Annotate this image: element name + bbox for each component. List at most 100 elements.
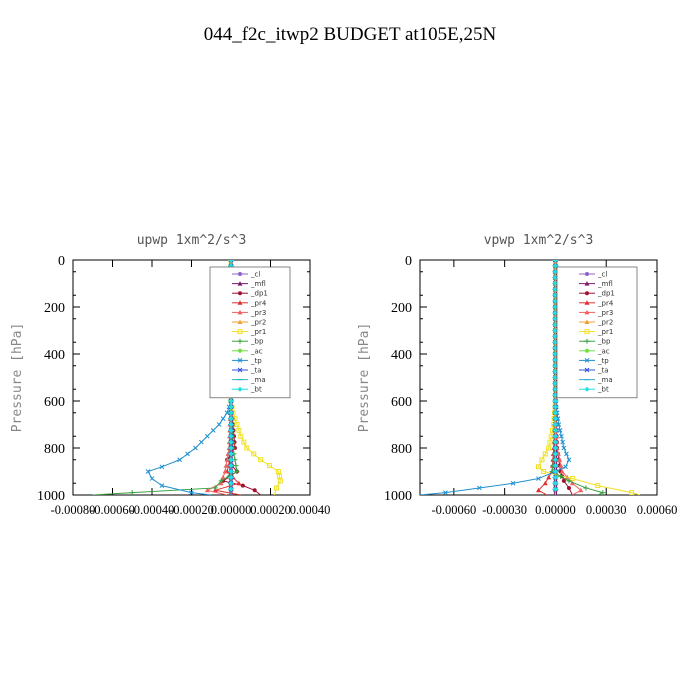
series-marker-tp — [149, 476, 155, 481]
series-marker-tp — [556, 422, 562, 427]
series-marker-bt — [228, 427, 234, 433]
y-tick-label: 1000 — [384, 489, 412, 504]
series-marker-bt — [552, 398, 558, 404]
series-marker-tp — [560, 439, 565, 445]
series-marker-bt — [228, 463, 234, 469]
series-marker-pr3 — [559, 469, 565, 474]
series-marker-pr1 — [238, 433, 244, 439]
x-tick-label: 0.00020 — [250, 503, 291, 517]
series-marker-tp — [159, 483, 165, 488]
series-marker-bp — [212, 485, 218, 491]
series-marker-pr1 — [277, 478, 283, 484]
series-marker-pr1 — [267, 463, 273, 469]
series-marker-pr1 — [595, 483, 601, 489]
series-marker-bt — [552, 474, 558, 480]
series-marker-pr1 — [546, 445, 552, 451]
series-marker-tp — [561, 445, 567, 451]
panels-group: upwp 1xm^2/s^3 Pressure [hPa] 0 200 400 600 80… — [10, 233, 677, 517]
legend-marker — [585, 272, 589, 276]
series-marker-tp — [210, 428, 216, 433]
series-marker-pr1 — [251, 451, 257, 457]
series-marker-pr3 — [223, 463, 229, 468]
series-marker-tp — [216, 422, 222, 427]
series-marker-pr1 — [539, 457, 545, 463]
series-marker-pr1 — [276, 473, 282, 479]
series-marker-tp — [559, 433, 564, 439]
legend-label: _bt — [597, 386, 609, 394]
series-marker-pr3 — [578, 487, 584, 493]
series-marker-bt — [552, 457, 558, 463]
legend-marker — [237, 386, 243, 392]
series-marker-pr1 — [275, 469, 281, 474]
y-tick-label: 200 — [391, 301, 412, 316]
series-marker-pr3 — [569, 480, 575, 486]
series-marker-pr4 — [546, 474, 552, 480]
legend-label: _ac — [250, 347, 263, 355]
legend-marker — [584, 309, 590, 315]
series-marker-bt — [228, 422, 234, 427]
legend-label: _cl — [597, 271, 607, 279]
legend-marker — [585, 348, 589, 353]
series-marker-bt — [552, 463, 558, 469]
series-marker-pr1 — [244, 445, 250, 451]
series-marker-bt — [552, 404, 558, 410]
series-marker-tp — [476, 485, 482, 491]
series-marker-dp1 — [566, 485, 571, 490]
legend-marker — [238, 291, 242, 296]
series-marker-bp — [129, 490, 135, 495]
x-tick-label: -0.00030 — [482, 503, 527, 517]
series-marker-bt — [552, 469, 558, 474]
legend-label: _pr4 — [597, 299, 614, 307]
legend-box — [209, 266, 291, 399]
y-tick-label: 400 — [44, 348, 65, 363]
legend-label: _dp1 — [597, 290, 615, 298]
plot-frame — [419, 259, 658, 496]
series-marker-bt — [552, 260, 558, 263]
series-marker-pr1 — [541, 469, 547, 474]
series-marker-bp — [234, 469, 240, 474]
y-tick-label: 800 — [391, 442, 412, 457]
legend-label: _mfl — [250, 280, 266, 288]
figure-title: 044_f2c_itwp2 BUDGET at105E,25N — [204, 24, 497, 45]
series-marker-pr3 — [222, 469, 228, 474]
legend-label: _ta — [250, 367, 262, 375]
x-tick-label: 0.00040 — [290, 503, 331, 517]
legend-marker — [584, 281, 590, 286]
x-tick-label: 0.00000 — [211, 503, 252, 517]
series-marker-pr1 — [536, 464, 541, 470]
y-tick-label: 600 — [391, 395, 412, 410]
legend-marker — [237, 300, 243, 305]
legend-label: _pr3 — [597, 309, 613, 317]
series-marker-tp — [557, 428, 563, 433]
y-tick-label: 200 — [44, 301, 65, 316]
series-marker-tp — [185, 451, 190, 457]
legend-label: _tp — [597, 357, 609, 365]
series-marker-tp — [510, 480, 516, 486]
series-marker-bt — [552, 451, 558, 457]
legend-marker — [238, 272, 242, 276]
legend-marker — [584, 329, 590, 335]
legend-label: _bp — [597, 338, 611, 346]
y-tick-label: 800 — [44, 442, 65, 457]
legend-label: _pr2 — [597, 319, 613, 327]
x-tick-label: -0.00060 — [431, 503, 476, 517]
series-marker-bt — [552, 439, 558, 445]
chart-panel-2: vpwp 1xm^2/s^3 Pressure [hPa] 0 200 400 600 80… — [357, 233, 677, 517]
series-marker-pr1 — [629, 490, 635, 495]
series-marker-bt — [552, 410, 558, 416]
series-marker-pr1 — [547, 439, 553, 445]
legend-label: _pr1 — [597, 328, 613, 336]
series-marker-tp — [204, 433, 210, 439]
series-marker-bt — [228, 260, 234, 263]
series-marker-pr3 — [558, 463, 564, 468]
series-marker-tp — [564, 451, 569, 457]
legend-marker — [237, 329, 243, 335]
x-tick-label: 0.00000 — [535, 503, 576, 517]
x-tick-label: 0.00060 — [637, 503, 678, 517]
series-marker-tp — [145, 469, 151, 474]
series-marker-bp — [600, 490, 606, 495]
series-marker-bt — [552, 433, 558, 439]
series-marker-bp — [558, 473, 564, 479]
series-marker-bt — [228, 416, 234, 422]
